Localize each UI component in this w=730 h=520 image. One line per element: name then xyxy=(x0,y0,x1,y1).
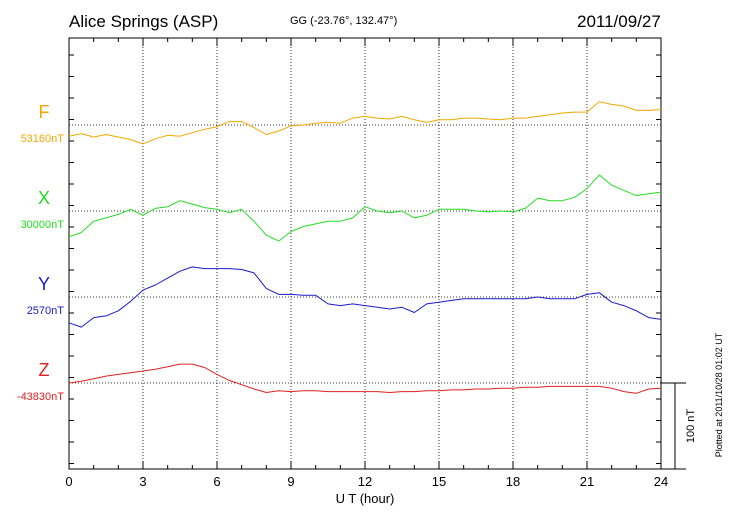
component-label-f: F xyxy=(39,102,50,122)
baseline-value-f: 53160nT xyxy=(21,133,65,145)
component-label-y: Y xyxy=(38,274,50,294)
series-line-y xyxy=(68,266,662,328)
baseline-value-z: -43830nT xyxy=(17,391,64,403)
plot-date: 2011/09/27 xyxy=(577,12,661,31)
x-tick-label: 24 xyxy=(654,474,668,489)
baseline-value-x: 30000nT xyxy=(21,219,65,231)
x-tick-label: 15 xyxy=(432,474,446,489)
component-label-z: Z xyxy=(39,360,50,380)
x-tick-label: 9 xyxy=(287,474,294,489)
x-tick-label: 18 xyxy=(506,474,520,489)
station-coordinates: GG (-23.76°, 132.47°) xyxy=(290,15,398,27)
x-tick-label: 3 xyxy=(139,474,146,489)
x-axis-label: U T (hour) xyxy=(336,491,395,506)
series-line-z xyxy=(68,363,662,394)
series-line-x xyxy=(68,174,662,242)
x-tick-label: 6 xyxy=(213,474,220,489)
component-label-x: X xyxy=(38,188,50,208)
x-tick-label: 0 xyxy=(65,474,72,489)
x-tick-label: 21 xyxy=(580,474,594,489)
plotted-timestamp: Plotted at 2011/10/28 01:02 UT xyxy=(714,332,724,457)
baseline-value-y: 2570nT xyxy=(27,305,65,317)
x-tick-label: 12 xyxy=(358,474,372,489)
series-line-f xyxy=(68,101,662,145)
station-title: Alice Springs (ASP) xyxy=(69,12,219,31)
scale-bar-label: 100 nT xyxy=(685,409,697,444)
